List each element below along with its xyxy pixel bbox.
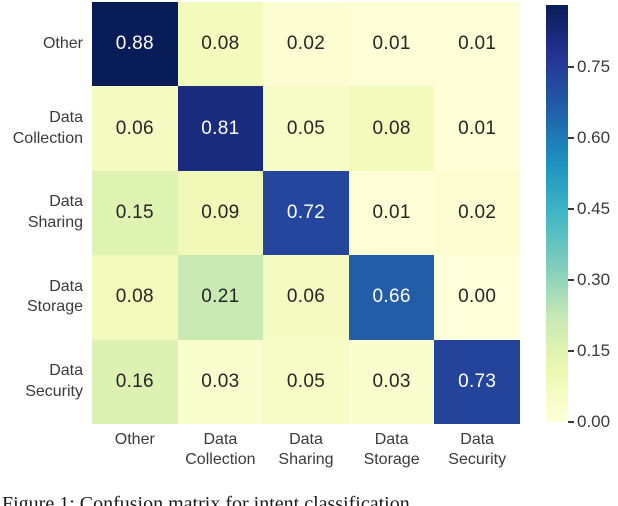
- heatmap-grid: 0.88 0.08 0.02 0.01 0.01 0.06 0.81 0.05 0.08 0.01…: [92, 2, 520, 424]
- heatmap-cell: 0.15: [92, 170, 178, 256]
- tick-mark: [568, 349, 574, 352]
- column-label: Other: [114, 431, 155, 448]
- tick-mark: [568, 278, 574, 281]
- heatmap-cell: 0.02: [263, 2, 349, 87]
- heatmap-cell: 0.03: [177, 339, 264, 424]
- y-axis-labels: Other Data Collection Data Sharing Data Sto…: [0, 2, 86, 424]
- heatmap-cell: 0.01: [434, 2, 520, 87]
- heatmap-cell: 0.88: [92, 2, 178, 87]
- colorbar-tick-label: 0.75: [577, 56, 611, 76]
- row-label: Data Sharing: [27, 193, 83, 232]
- colorbar-tick: 0.60: [568, 128, 610, 148]
- row-label: Data Storage: [26, 277, 83, 316]
- heatmap-cell: 0.72: [263, 170, 349, 256]
- colorbar-tick: 0.45: [568, 199, 610, 219]
- colorbar-tick: 0.75: [568, 57, 610, 77]
- heatmap-cell: 0.01: [348, 2, 435, 87]
- heatmap-cell: 0.00: [434, 255, 520, 340]
- colorbar-tick: 0.30: [568, 270, 610, 290]
- colorbar-tick-label: 0.00: [577, 412, 611, 431]
- heatmap-cell: 0.02: [434, 170, 520, 256]
- column-label: Data Sharing: [278, 431, 334, 469]
- heatmap-cell: 0.73: [434, 339, 520, 424]
- heatmap-cell: 0.01: [434, 86, 520, 171]
- tick-mark: [568, 136, 574, 139]
- colorbar-tick: 0.00: [568, 412, 610, 432]
- heatmap-cell: 0.06: [263, 255, 349, 340]
- heatmap-cell: 0.21: [177, 255, 264, 340]
- colorbar-tick-label: 0.45: [577, 198, 611, 218]
- heatmap-cell: 0.05: [263, 86, 349, 171]
- heatmap-cell: 0.06: [92, 86, 178, 171]
- colorbar-tick-label: 0.30: [577, 269, 611, 289]
- heatmap-cell: 0.66: [348, 255, 435, 340]
- column-label: Data Storage: [363, 431, 420, 469]
- heatmap-cell: 0.08: [348, 86, 435, 171]
- heatmap-cell: 0.05: [263, 339, 349, 424]
- column-label: Data Collection: [185, 431, 256, 469]
- tick-mark: [568, 65, 574, 68]
- colorbar-gradient: [546, 5, 568, 422]
- heatmap-cell: 0.16: [92, 339, 178, 424]
- heatmap-cell: 0.09: [177, 170, 264, 256]
- heatmap-cell: 0.03: [348, 339, 435, 424]
- column-label: Data Security: [448, 431, 507, 469]
- figure-caption: Figure 1: Confusion matrix for intent cl…: [2, 493, 410, 506]
- tick-mark: [568, 207, 574, 210]
- row-label: Other: [42, 34, 83, 52]
- colorbar-tick: 0.15: [568, 341, 610, 361]
- heatmap-cell: 0.08: [177, 2, 264, 87]
- colorbar: 0.75 0.60 0.45 0.30 0.15 0.00: [546, 5, 610, 431]
- row-label: Data Collection: [12, 108, 83, 147]
- heatmap-cell: 0.81: [177, 86, 264, 171]
- heatmap-cell: 0.01: [348, 170, 435, 256]
- row-label: Data Security: [25, 362, 83, 400]
- x-axis-labels: Other Data Collection Data Sharing Data Sto…: [92, 430, 520, 471]
- colorbar-tick-label: 0.60: [577, 127, 611, 147]
- tick-mark: [568, 421, 574, 423]
- colorbar-tick-label: 0.15: [577, 340, 611, 360]
- heatmap-cell: 0.08: [92, 255, 178, 340]
